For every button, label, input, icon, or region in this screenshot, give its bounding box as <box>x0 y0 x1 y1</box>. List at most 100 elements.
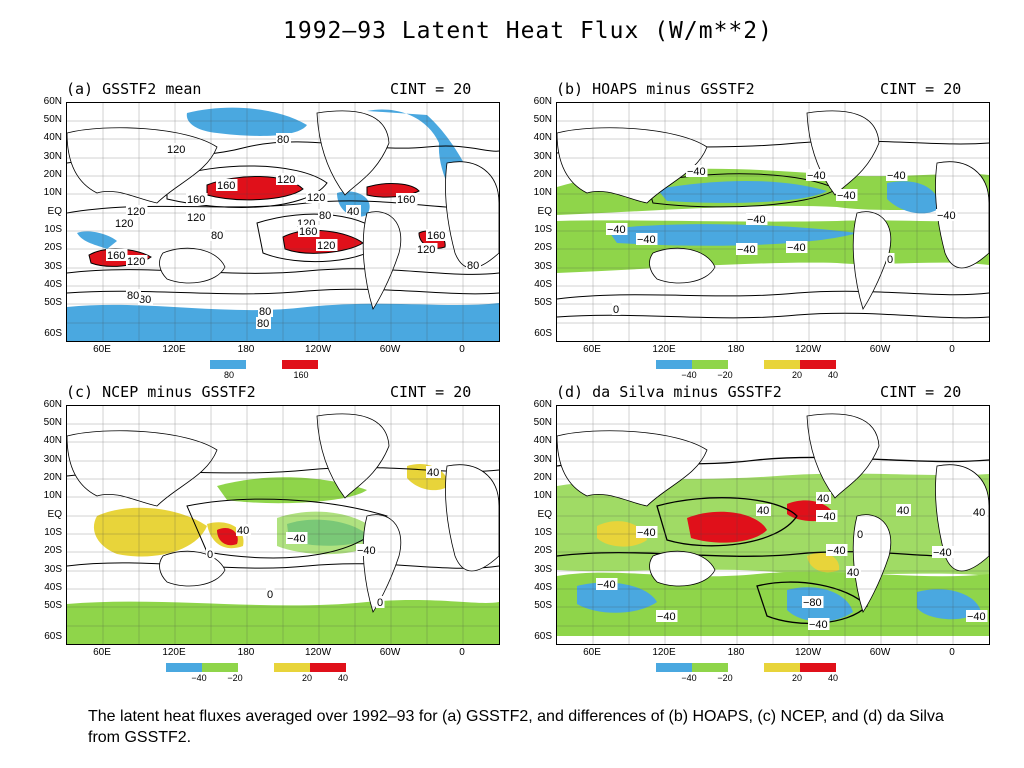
contour-label-bg <box>126 205 148 217</box>
lat-label: 60N <box>533 399 552 410</box>
b-blue-n <box>657 180 827 203</box>
lat-label: EQ <box>47 509 62 520</box>
panel-c-title: (c) NCEP minus GSSTF2 <box>66 383 256 401</box>
contour-label-bg <box>356 544 378 556</box>
lon-label: 0 <box>459 647 465 658</box>
lat-label: 30S <box>44 261 62 272</box>
contour-label: 160 <box>299 226 317 238</box>
contour-label: 40 <box>427 467 439 479</box>
lat-label: 40S <box>44 582 62 593</box>
contour-label: 80 <box>467 260 479 272</box>
contour-label-bg <box>816 510 838 522</box>
lon-label: 180 <box>237 647 255 658</box>
lat-label: EQ <box>47 206 62 217</box>
contour-label-bg <box>126 255 148 267</box>
contour-label: 0 <box>267 589 273 601</box>
contour-label: −40 <box>807 170 826 182</box>
panel-b-cint: CINT = 20 <box>880 80 962 98</box>
lat-label: 20N <box>43 472 62 483</box>
lat-label: 10N <box>533 490 552 501</box>
lat-label: 50N <box>43 114 62 125</box>
contour-label: 120 <box>127 206 145 218</box>
legend-tick: −40 <box>681 673 697 683</box>
lon-label: 120E <box>162 647 186 658</box>
contour-label-bg <box>316 239 338 251</box>
contour-label-bg <box>656 610 678 622</box>
contour-label-bg <box>612 303 621 315</box>
lon-label: 0 <box>949 647 955 658</box>
legend-swatch <box>282 360 318 369</box>
contour-label: 40 <box>237 525 249 537</box>
contour-label-bg <box>306 191 328 203</box>
contour-label: 120 <box>317 240 335 252</box>
legend-swatch <box>656 663 692 672</box>
contour-label: 40 <box>973 507 985 519</box>
lat-label: 30S <box>534 564 552 575</box>
contour-label: 80 <box>319 210 331 222</box>
contour-label: 40 <box>817 493 829 505</box>
contour-label: 120 <box>417 244 435 256</box>
contour-label-bg <box>276 173 298 185</box>
legend-tick: 40 <box>827 370 838 380</box>
contour-label: 80 <box>211 230 223 242</box>
lat-label: 60S <box>44 631 62 642</box>
d-blue-south-3 <box>917 589 981 620</box>
panel-c: (c) NCEP minus GSSTF2 CINT = 20 <box>30 383 510 683</box>
contour-label-bg <box>286 532 308 544</box>
contour-label: 160 <box>397 194 415 206</box>
legend-tick: 160 <box>293 370 309 380</box>
panel-b-title: (b) HOAPS minus GSSTF2 <box>556 80 755 98</box>
lat-label: 30N <box>43 454 62 465</box>
lat-label: 10S <box>534 224 552 235</box>
contour-label-bg <box>166 143 188 155</box>
contour-label: 120 <box>277 174 295 186</box>
lat-label: 40N <box>43 435 62 446</box>
lat-label: 50S <box>534 297 552 308</box>
lon-label: 60W <box>869 344 891 355</box>
legend-swatch <box>764 663 800 672</box>
lon-label: 180 <box>237 344 255 355</box>
contour-label: −40 <box>837 190 856 202</box>
figure-caption: The latent heat fluxes averaged over 199… <box>88 708 944 746</box>
lon-label: 180 <box>727 647 745 658</box>
lon-label: 0 <box>459 344 465 355</box>
contour-label: 40 <box>757 505 769 517</box>
c-green-n-pacific <box>217 477 367 504</box>
a-land-n-america <box>316 110 390 196</box>
legend-swatch <box>166 663 202 672</box>
a-land-s-america <box>362 211 402 310</box>
contour-label-bg <box>114 217 136 229</box>
contour-label-bg <box>216 179 238 191</box>
contour-label-bg <box>106 249 128 261</box>
contour-label-bg <box>846 566 861 578</box>
lat-label: 20S <box>534 545 552 556</box>
legend-swatch <box>764 360 800 369</box>
contour-label-bg <box>346 205 361 217</box>
lat-label: 60N <box>533 96 552 107</box>
legend-tick: 20 <box>791 673 802 683</box>
contour-label: 0 <box>857 529 863 541</box>
contour-label-bg <box>138 293 153 305</box>
contour-label-bg <box>806 169 828 181</box>
lat-label: 20N <box>43 169 62 180</box>
lat-label: 30S <box>534 261 552 272</box>
panel-a: (a) GSSTF2 mean CINT = 20 <box>30 80 510 380</box>
contour-label-bg <box>596 578 618 590</box>
contour-label-bg <box>746 213 768 225</box>
contour-label-bg <box>816 492 831 504</box>
panel-c-map: 40 40 −40 −40 0 0 0 <box>66 405 500 645</box>
lat-label: 50N <box>533 114 552 125</box>
legend-swatch <box>202 663 238 672</box>
contour-label-bg <box>836 189 858 201</box>
contour-label: −40 <box>937 210 956 222</box>
contour-label-bg <box>396 193 418 205</box>
contour-label: 160 <box>107 250 125 262</box>
lat-label: 50S <box>44 297 62 308</box>
contour-label: −40 <box>967 611 986 623</box>
contour-label: −40 <box>637 234 656 246</box>
lat-label: 20N <box>533 169 552 180</box>
contour-label-bg <box>826 544 848 556</box>
contour-label: −40 <box>597 579 616 591</box>
lon-label: 60E <box>583 647 601 658</box>
